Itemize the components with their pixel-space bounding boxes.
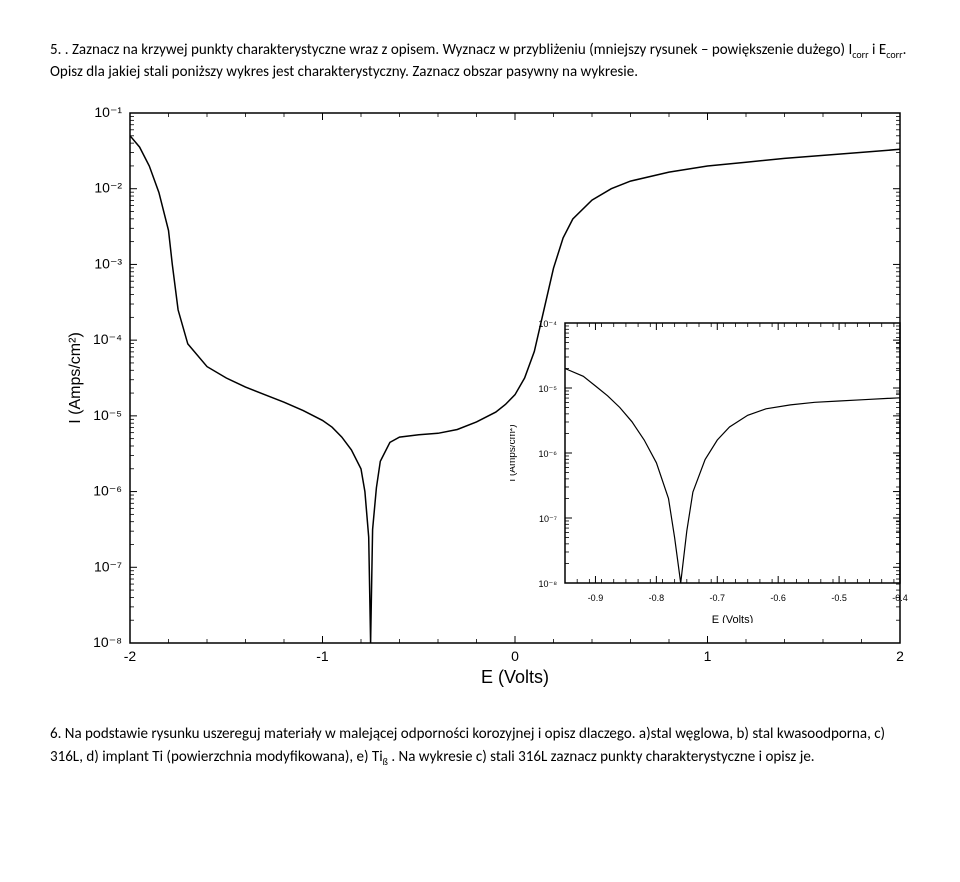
svg-text:-0.6: -0.6 bbox=[770, 593, 786, 603]
svg-text:10⁻⁴: 10⁻⁴ bbox=[538, 319, 557, 329]
svg-text:10⁻⁷: 10⁻⁷ bbox=[539, 514, 557, 524]
svg-text:-0.7: -0.7 bbox=[710, 593, 726, 603]
svg-text:10⁻³: 10⁻³ bbox=[94, 255, 122, 271]
svg-text:E (Volts): E (Volts) bbox=[712, 614, 754, 623]
q6-number: 6. bbox=[50, 725, 61, 743]
svg-text:10⁻⁸: 10⁻⁸ bbox=[93, 634, 122, 650]
q6-p2: . Na wykresie c) stali 316L zaznacz punk… bbox=[388, 748, 815, 766]
svg-text:-0.8: -0.8 bbox=[649, 593, 665, 603]
svg-text:10⁻⁶: 10⁻⁶ bbox=[93, 483, 122, 499]
svg-text:10⁻⁶: 10⁻⁶ bbox=[539, 449, 558, 459]
svg-text:10⁻⁵: 10⁻⁵ bbox=[93, 407, 122, 423]
svg-text:-0.9: -0.9 bbox=[588, 593, 604, 603]
question-5: 5. . Zaznacz na krzywej punkty charakter… bbox=[50, 40, 910, 83]
q5-sub1: corr bbox=[852, 48, 868, 61]
q5-sub2: corr bbox=[886, 48, 902, 61]
inset-chart-container: -0.9 -0.8 -0.7 -0.6 -0.5 -0.4 10⁻⁸ 10⁻⁷ 10⁻⁶ 10⁻⁵… bbox=[510, 313, 910, 623]
q5-number: 5. . bbox=[50, 41, 69, 59]
svg-text:10⁻⁸: 10⁻⁸ bbox=[538, 579, 557, 589]
svg-text:10⁻⁷: 10⁻⁷ bbox=[94, 558, 122, 574]
svg-text:1: 1 bbox=[704, 648, 712, 664]
inset-chart-svg: -0.9 -0.8 -0.7 -0.6 -0.5 -0.4 10⁻⁸ 10⁻⁷ 10⁻⁶ 10⁻⁵… bbox=[510, 313, 910, 623]
svg-text:I (Amps/cm²): I (Amps/cm²) bbox=[67, 332, 84, 424]
svg-text:0: 0 bbox=[511, 648, 519, 664]
svg-text:-0.5: -0.5 bbox=[831, 593, 847, 603]
q5-p1: Zaznacz na krzywej punkty charakterystyc… bbox=[72, 41, 852, 59]
svg-text:10⁻¹: 10⁻¹ bbox=[94, 104, 122, 120]
svg-text:E (Volts): E (Volts) bbox=[481, 667, 549, 687]
q5-p2: i E bbox=[869, 41, 887, 59]
svg-text:2: 2 bbox=[896, 648, 904, 664]
question-6: 6. Na podstawie rysunku uszereguj materi… bbox=[50, 723, 910, 769]
svg-text:I (Amps/cm²): I (Amps/cm²) bbox=[510, 424, 518, 481]
svg-text:10⁻⁴: 10⁻⁴ bbox=[93, 331, 122, 347]
svg-text:-2: -2 bbox=[124, 648, 137, 664]
polarization-chart: -2 -1 0 1 2 10⁻⁸ 10⁻⁷ 10⁻⁶ 10⁻⁵ 10⁻⁴ 10⁻³ 10⁻² 10⁻¹ E… bbox=[50, 103, 910, 693]
svg-text:10⁻²: 10⁻² bbox=[94, 180, 122, 196]
svg-text:10⁻⁵: 10⁻⁵ bbox=[539, 384, 558, 394]
svg-text:-0.4: -0.4 bbox=[892, 593, 908, 603]
svg-text:-1: -1 bbox=[316, 648, 329, 664]
